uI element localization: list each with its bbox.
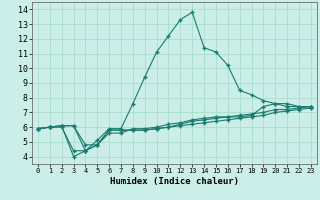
X-axis label: Humidex (Indice chaleur): Humidex (Indice chaleur)	[110, 177, 239, 186]
